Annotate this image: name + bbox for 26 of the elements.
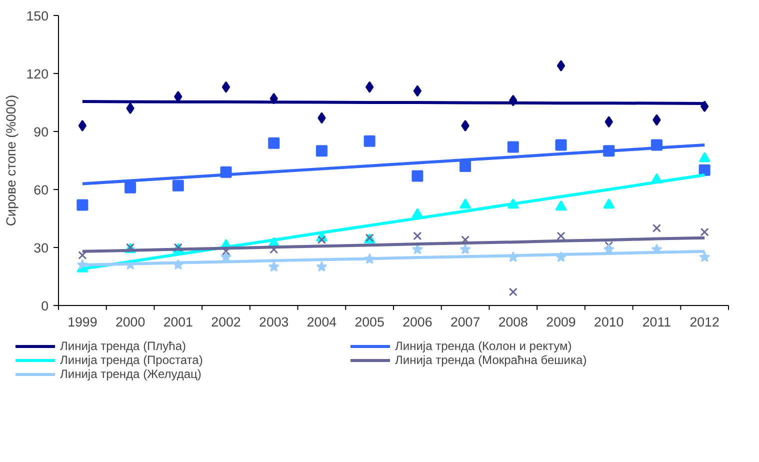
y-tick-label: 120	[26, 66, 49, 82]
legend-label: Линија тренда (Желудац)	[60, 367, 202, 381]
x-tick-label: 2001	[163, 314, 193, 330]
y-tick-label: 150	[26, 8, 49, 24]
y-tick-label: 30	[34, 240, 49, 256]
legend-label: Линија тренда (Плућа)	[60, 339, 188, 353]
x-tick-label: 1999	[68, 314, 98, 330]
x-tick-label: 2003	[259, 314, 289, 330]
y-tick-label: 0	[41, 298, 49, 314]
y-axis-title: Сирове стопе (%000)	[3, 94, 18, 226]
x-tick-label: 2008	[498, 314, 528, 330]
legend-label: Линија тренда (Колон и ректум)	[395, 339, 573, 353]
x-tick-label: 2009	[546, 314, 576, 330]
x-tick-label: 2000	[115, 314, 146, 330]
x-tick-label: 2012	[690, 314, 720, 330]
legend-label: Линија тренда (Мокраћна бешика)	[395, 353, 588, 367]
x-tick-label: 2011	[642, 314, 672, 330]
x-tick-label: 2004	[306, 314, 338, 330]
x-tick-label: 2005	[354, 314, 384, 330]
x-tick-label: 2010	[594, 314, 624, 330]
x-tick-label: 2002	[211, 314, 241, 330]
x-tick-label: 2006	[402, 314, 432, 330]
y-tick-label: 90	[34, 124, 49, 140]
x-tick-label: 2007	[450, 314, 480, 330]
y-tick-label: 60	[34, 182, 49, 198]
legend-label: Линија тренда (Простата)	[60, 353, 204, 367]
